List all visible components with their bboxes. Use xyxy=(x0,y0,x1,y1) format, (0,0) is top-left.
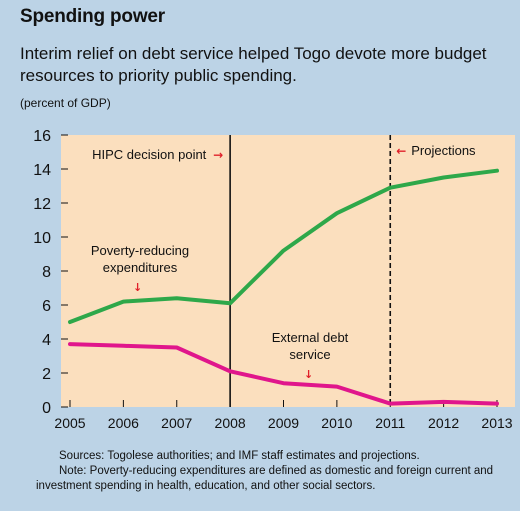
hipc-decision-label: HIPC decision point xyxy=(92,147,207,162)
down-arrow-icon: ↓ xyxy=(304,368,313,381)
unit-label: (percent of GDP) xyxy=(20,96,111,110)
poverty-expenditure-line xyxy=(68,168,499,324)
y-tick-label: 4 xyxy=(42,332,51,349)
poverty-label-line2: expenditures xyxy=(103,260,178,275)
y-tick-label: 2 xyxy=(42,366,51,383)
y-tick-label: 8 xyxy=(42,264,51,281)
x-tick-label: 2005 xyxy=(54,415,85,431)
x-tick-label: 2009 xyxy=(268,415,299,431)
definition-note: Note: Poverty-reducing expenditures are … xyxy=(36,464,506,494)
y-tick-label: 12 xyxy=(33,196,51,213)
debt-label-line2: service xyxy=(289,347,330,362)
debt-label-line1: External debt xyxy=(272,330,349,345)
y-tick-label: 0 xyxy=(42,400,51,417)
x-tick-label: 2012 xyxy=(428,415,459,431)
x-tick-label: 2006 xyxy=(108,415,139,431)
y-tick-label: 14 xyxy=(33,162,51,179)
poverty-label-line1: Poverty-reducing xyxy=(91,243,189,258)
y-tick-label: 6 xyxy=(42,298,51,315)
definition-note-text: Note: Poverty-reducing expenditures are … xyxy=(36,465,494,492)
x-tick-label: 2010 xyxy=(321,415,352,431)
x-tick-label: 2011 xyxy=(375,415,405,431)
down-arrow-icon: ↓ xyxy=(133,281,142,294)
x-tick-label: 2008 xyxy=(215,415,246,431)
y-tick-label: 10 xyxy=(33,230,51,247)
chart-subtitle: Interim relief on debt service helped To… xyxy=(20,44,487,85)
chart-title: Spending power xyxy=(20,6,165,27)
sources-note: Sources: Togolese authorities; and IMF s… xyxy=(59,450,420,462)
debt-service-line xyxy=(68,342,499,406)
x-tick-label: 2007 xyxy=(161,415,192,431)
line-chart: 0 2 4 6 8 10 12 14 16 2005 2006 2007 2008 2009 2010 201… xyxy=(33,128,515,431)
right-arrow-icon: → xyxy=(213,148,223,162)
y-tick-label: 16 xyxy=(33,128,51,145)
left-arrow-icon: ← xyxy=(396,144,406,158)
projections-label: Projections xyxy=(411,143,476,158)
x-tick-label: 2013 xyxy=(481,415,512,431)
